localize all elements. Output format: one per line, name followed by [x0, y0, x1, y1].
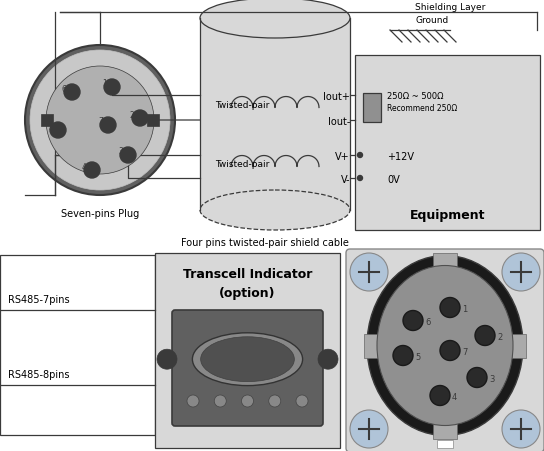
Circle shape [440, 341, 460, 360]
Text: Iout+: Iout+ [323, 92, 350, 102]
Text: 3: 3 [118, 147, 123, 156]
Circle shape [120, 147, 136, 163]
Ellipse shape [377, 266, 513, 425]
Ellipse shape [200, 0, 350, 38]
Circle shape [46, 66, 154, 174]
Bar [363, 93, 381, 122]
Ellipse shape [200, 190, 350, 230]
Circle shape [269, 395, 281, 407]
Text: V-: V- [341, 175, 350, 185]
Text: 1: 1 [462, 305, 467, 314]
Text: +12V: +12V [387, 152, 414, 162]
Circle shape [242, 395, 254, 407]
Text: 6: 6 [425, 318, 430, 327]
Text: 7: 7 [462, 348, 467, 357]
Text: 6: 6 [62, 84, 67, 93]
Circle shape [296, 395, 308, 407]
Circle shape [25, 45, 175, 195]
Ellipse shape [350, 410, 388, 448]
Circle shape [64, 84, 80, 100]
Circle shape [467, 368, 487, 387]
Text: Ground: Ground [415, 16, 448, 25]
Text: Seven-pins Plug: Seven-pins Plug [61, 209, 139, 219]
Circle shape [403, 310, 423, 331]
Text: Iout-: Iout- [327, 117, 350, 127]
Text: RS485-7pins: RS485-7pins [8, 295, 70, 305]
Bar [510, 333, 526, 358]
Text: Twisted-pair: Twisted-pair [215, 160, 269, 169]
Ellipse shape [193, 333, 302, 386]
Text: 0V: 0V [387, 175, 400, 185]
Text: 250Ω ~ 500Ω: 250Ω ~ 500Ω [387, 92, 443, 101]
Bar [41, 114, 53, 126]
Ellipse shape [201, 337, 294, 382]
Text: 2: 2 [497, 333, 502, 342]
Circle shape [50, 122, 66, 138]
Circle shape [30, 50, 170, 190]
Text: Equipment: Equipment [410, 209, 485, 222]
Bar [0, 255, 155, 435]
Text: 4: 4 [452, 393, 458, 402]
Circle shape [187, 395, 199, 407]
Circle shape [318, 349, 338, 369]
Circle shape [430, 386, 450, 405]
Bar [155, 253, 340, 448]
Text: (option): (option) [219, 286, 276, 299]
Circle shape [357, 152, 362, 157]
Circle shape [104, 79, 120, 95]
Circle shape [357, 175, 362, 180]
Bar [147, 114, 159, 126]
FancyBboxPatch shape [172, 310, 323, 426]
Bar [200, 18, 350, 210]
Ellipse shape [502, 253, 540, 291]
Ellipse shape [367, 256, 523, 436]
FancyBboxPatch shape [346, 249, 544, 451]
Text: Shielding Layer: Shielding Layer [415, 3, 485, 12]
Text: 3: 3 [489, 375, 494, 384]
Circle shape [475, 326, 495, 345]
Circle shape [214, 395, 226, 407]
Text: 7: 7 [98, 118, 103, 126]
Bar [355, 55, 540, 230]
Circle shape [132, 110, 148, 126]
Circle shape [100, 117, 116, 133]
Ellipse shape [350, 253, 388, 291]
Text: Four pins twisted-pair shield cable: Four pins twisted-pair shield cable [181, 238, 349, 248]
Text: RS485-8pins: RS485-8pins [8, 370, 70, 380]
Text: 1: 1 [102, 79, 107, 88]
Text: Twisted-pair: Twisted-pair [215, 101, 269, 110]
Text: Recommend 250Ω: Recommend 250Ω [387, 104, 458, 113]
Text: 5: 5 [48, 123, 53, 132]
Text: Transcell Indicator: Transcell Indicator [183, 268, 312, 281]
Circle shape [157, 349, 177, 369]
Circle shape [84, 162, 100, 178]
Text: V+: V+ [335, 152, 350, 162]
Bar [433, 253, 457, 268]
Circle shape [393, 345, 413, 365]
Text: 5: 5 [415, 353, 421, 362]
Circle shape [440, 298, 460, 318]
Bar [364, 333, 380, 358]
Bar [437, 440, 453, 447]
Text: 4: 4 [82, 162, 87, 171]
Text: 2: 2 [130, 110, 135, 120]
Bar [433, 423, 457, 438]
Ellipse shape [502, 410, 540, 448]
